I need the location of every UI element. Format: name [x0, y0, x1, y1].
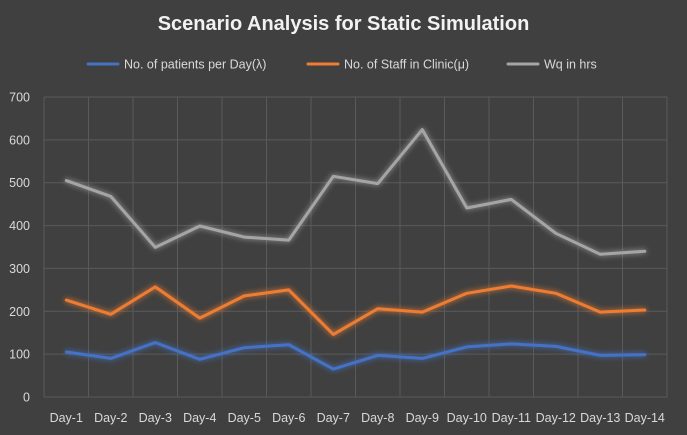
legend: No. of patients per Day(λ) No. of Staff i…: [86, 58, 597, 72]
x-tick-label: Day-10: [447, 411, 487, 425]
chart-title: Scenario Analysis for Static Simulation: [158, 13, 530, 35]
y-tick-label: 0: [23, 391, 30, 405]
x-tick-label: Day-11: [492, 411, 531, 425]
series-line-1: [64, 341, 647, 371]
x-tick-label: Day-4: [183, 411, 216, 425]
x-tick-label: Day-14: [625, 411, 665, 425]
x-tick-label: Day-13: [580, 411, 620, 425]
gridlines: [43, 96, 668, 398]
y-tick-label: 200: [9, 305, 30, 319]
series-line-2: [64, 284, 647, 336]
legend-label-2: No. of Staff in Clinic(μ): [344, 58, 469, 72]
series-lines: [64, 128, 647, 371]
y-tick-label: 300: [9, 262, 30, 276]
y-tick-label: 700: [9, 91, 30, 105]
series-line-3: [64, 128, 647, 256]
x-tick-label: Day-9: [406, 411, 439, 425]
y-tick-label: 100: [9, 348, 30, 362]
y-axis-ticks: 0 100 200 300 400 500 600 700: [9, 91, 30, 405]
x-tick-label: Day-2: [94, 411, 127, 425]
x-tick-label: Day-3: [139, 411, 172, 425]
y-tick-label: 400: [9, 219, 30, 233]
legend-label-1: No. of patients per Day(λ): [124, 58, 266, 72]
legend-label-3: Wq in hrs: [544, 58, 597, 72]
x-tick-label: Day-8: [361, 411, 394, 425]
x-axis-ticks: Day-1 Day-2 Day-3 Day-4 Day-5 Day-6 Day-7 Day-8…: [50, 411, 665, 425]
x-tick-label: Day-12: [536, 411, 576, 425]
x-tick-label: Day-5: [228, 411, 261, 425]
x-tick-label: Day-7: [317, 411, 350, 425]
y-tick-label: 600: [9, 133, 30, 147]
y-tick-label: 500: [9, 176, 30, 190]
x-tick-label: Day-6: [272, 411, 305, 425]
x-tick-label: Day-1: [50, 411, 83, 425]
